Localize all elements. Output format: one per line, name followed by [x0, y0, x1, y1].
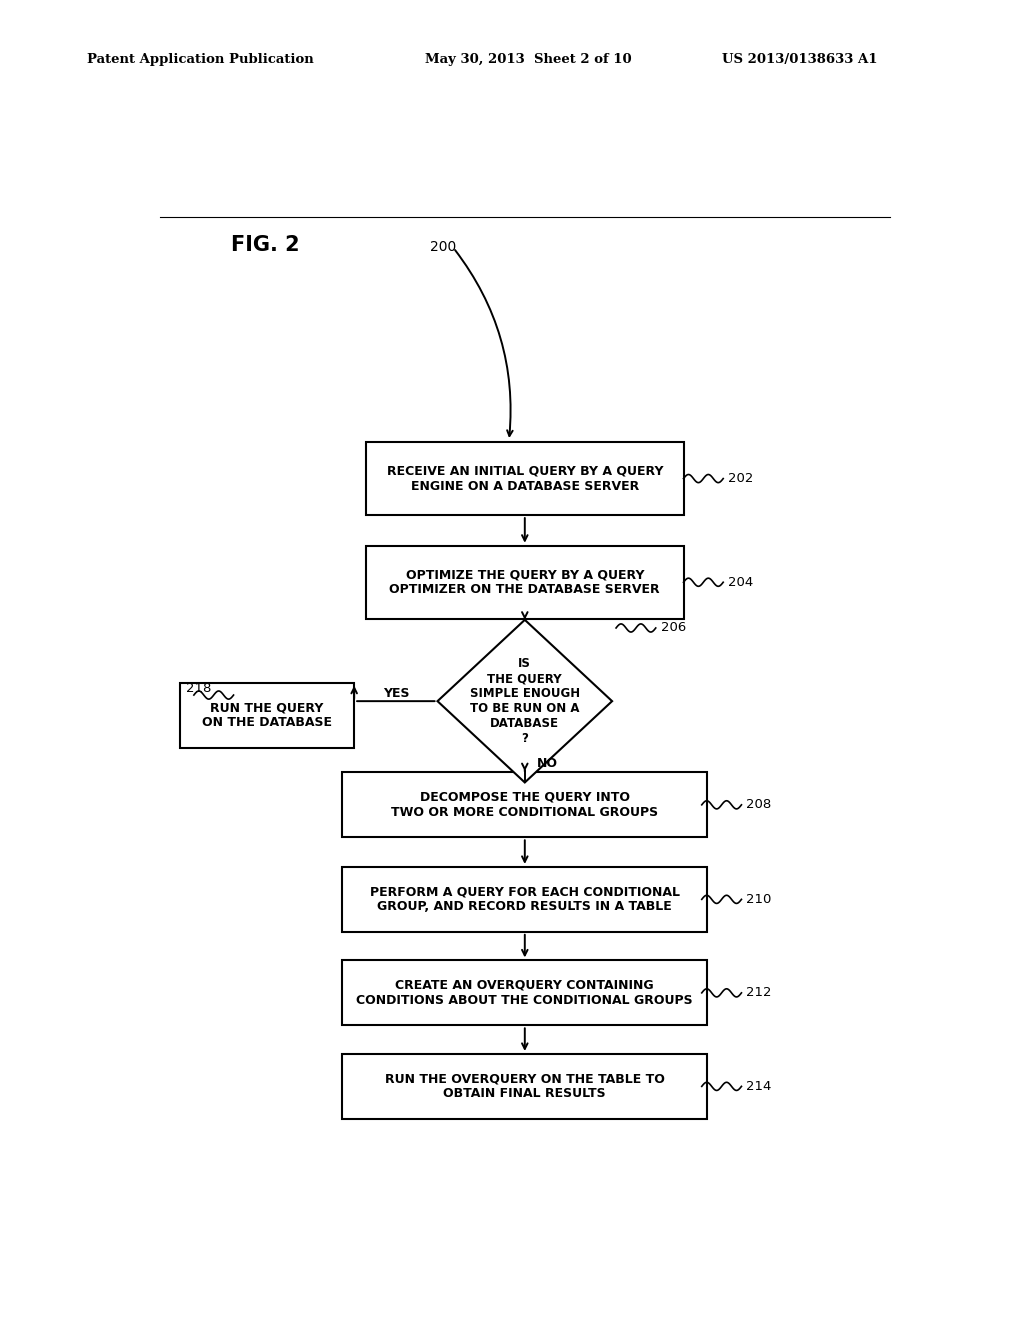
Text: PERFORM A QUERY FOR EACH CONDITIONAL
GROUP, AND RECORD RESULTS IN A TABLE: PERFORM A QUERY FOR EACH CONDITIONAL GRO… — [370, 886, 680, 913]
Text: NO: NO — [537, 756, 558, 770]
Text: RECEIVE AN INITIAL QUERY BY A QUERY
ENGINE ON A DATABASE SERVER: RECEIVE AN INITIAL QUERY BY A QUERY ENGI… — [386, 465, 664, 492]
Text: May 30, 2013  Sheet 2 of 10: May 30, 2013 Sheet 2 of 10 — [425, 53, 632, 66]
Text: 214: 214 — [746, 1080, 772, 1093]
Polygon shape — [437, 620, 612, 783]
Text: DECOMPOSE THE QUERY INTO
TWO OR MORE CONDITIONAL GROUPS: DECOMPOSE THE QUERY INTO TWO OR MORE CON… — [391, 791, 658, 818]
Text: 206: 206 — [660, 622, 686, 635]
Bar — [179, 682, 354, 748]
Text: Patent Application Publication: Patent Application Publication — [87, 53, 313, 66]
Text: RUN THE QUERY
ON THE DATABASE: RUN THE QUERY ON THE DATABASE — [202, 701, 332, 730]
Text: CREATE AN OVERQUERY CONTAINING
CONDITIONS ABOUT THE CONDITIONAL GROUPS: CREATE AN OVERQUERY CONTAINING CONDITION… — [356, 979, 693, 1007]
Text: 212: 212 — [746, 986, 772, 999]
Text: 204: 204 — [728, 576, 754, 589]
Text: RUN THE OVERQUERY ON THE TABLE TO
OBTAIN FINAL RESULTS: RUN THE OVERQUERY ON THE TABLE TO OBTAIN… — [385, 1072, 665, 1101]
Text: YES: YES — [383, 686, 410, 700]
Text: US 2013/0138633 A1: US 2013/0138633 A1 — [722, 53, 878, 66]
Text: 218: 218 — [186, 682, 211, 696]
Bar — [342, 961, 708, 1026]
Bar — [367, 545, 684, 619]
Text: FIG. 2: FIG. 2 — [231, 235, 300, 255]
Text: 208: 208 — [746, 799, 771, 812]
Text: 202: 202 — [728, 473, 754, 484]
Bar — [342, 772, 708, 837]
Text: OPTIMIZE THE QUERY BY A QUERY
OPTIMIZER ON THE DATABASE SERVER: OPTIMIZE THE QUERY BY A QUERY OPTIMIZER … — [389, 568, 660, 597]
Bar — [342, 867, 708, 932]
Text: IS
THE QUERY
SIMPLE ENOUGH
TO BE RUN ON A
DATABASE
?: IS THE QUERY SIMPLE ENOUGH TO BE RUN ON … — [470, 657, 580, 746]
Text: 210: 210 — [746, 892, 772, 906]
Bar — [342, 1053, 708, 1119]
Text: 200: 200 — [430, 240, 456, 253]
Bar — [367, 442, 684, 515]
